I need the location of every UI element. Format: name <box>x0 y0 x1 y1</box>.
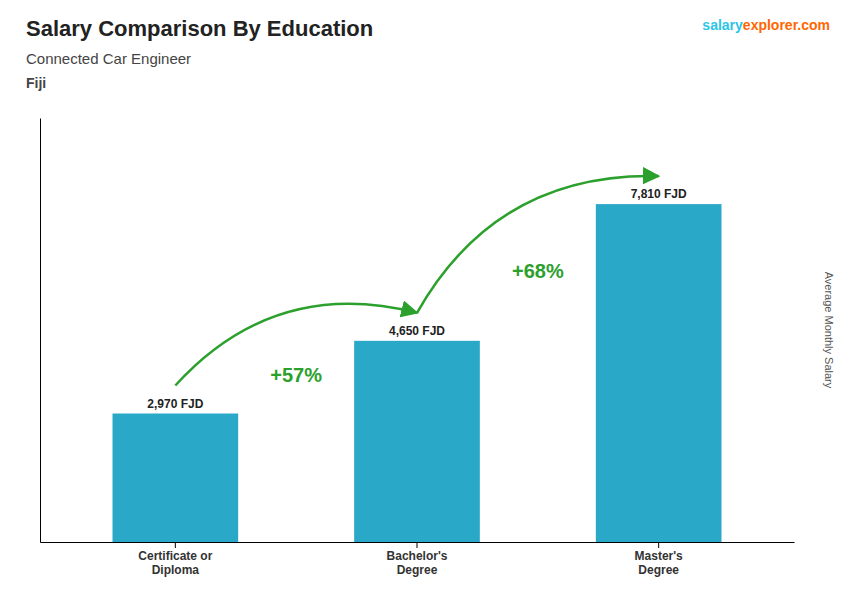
pct-label: +68% <box>512 260 564 282</box>
arrow <box>175 304 417 386</box>
x-tick: Bachelor'sDegree <box>387 542 448 577</box>
bar <box>113 414 239 542</box>
x-tick: Certificate orDiploma <box>138 542 212 577</box>
x-tick-label: Bachelor'sDegree <box>387 549 448 577</box>
x-tick-label-line: Bachelor's <box>387 549 448 563</box>
x-tick-label-line: Certificate or <box>138 549 212 563</box>
x-tick-mark <box>417 542 418 548</box>
chart: Salary Comparison By Education Connected … <box>0 0 850 606</box>
y-axis <box>40 119 41 543</box>
value-label: 7,810 FJD <box>631 187 687 201</box>
bar <box>354 341 480 542</box>
x-tick-label-line: Degree <box>397 563 438 577</box>
brand: salaryexplorer.com <box>702 17 830 33</box>
y-axis-label: Average Monthly Salary <box>823 272 835 389</box>
brand-part: explorer.com <box>743 17 830 33</box>
title: Salary Comparison By Education <box>26 16 373 41</box>
bar <box>596 204 722 542</box>
value-label: 4,650 FJD <box>389 324 445 338</box>
plot: Certificate orDiplomaBachelor'sDegreeMas… <box>41 119 795 577</box>
value-label: 2,970 FJD <box>147 397 203 411</box>
country: Fiji <box>26 75 46 91</box>
x-tick: Master'sDegree <box>635 542 684 577</box>
x-tick-label: Master'sDegree <box>635 549 684 577</box>
arrow <box>417 176 659 313</box>
x-axis: Certificate orDiplomaBachelor'sDegreeMas… <box>41 542 795 577</box>
subtitle: Connected Car Engineer <box>26 50 191 67</box>
x-tick-mark <box>658 542 659 548</box>
x-tick-label: Certificate orDiploma <box>138 549 212 577</box>
pct-label: +57% <box>270 364 322 386</box>
bars <box>113 204 722 542</box>
x-tick-label-line: Master's <box>635 549 684 563</box>
x-tick-label-line: Diploma <box>152 563 200 577</box>
y-axis-line <box>40 119 41 543</box>
x-tick-mark <box>175 542 176 548</box>
x-tick-label-line: Degree <box>638 563 679 577</box>
brand-part: salary <box>702 17 743 33</box>
